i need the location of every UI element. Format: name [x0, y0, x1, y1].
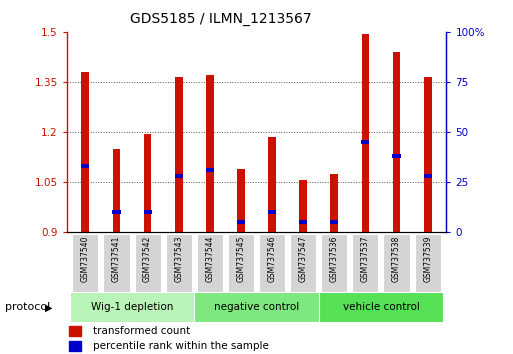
- FancyBboxPatch shape: [352, 234, 379, 292]
- FancyBboxPatch shape: [228, 234, 254, 292]
- Text: GSM737538: GSM737538: [392, 235, 401, 282]
- Bar: [424, 174, 432, 178]
- FancyBboxPatch shape: [134, 234, 161, 292]
- FancyBboxPatch shape: [197, 234, 223, 292]
- Text: Wig-1 depletion: Wig-1 depletion: [91, 302, 173, 312]
- Text: GSM737536: GSM737536: [330, 235, 339, 282]
- Bar: [144, 210, 152, 214]
- Text: GDS5185 / ILMN_1213567: GDS5185 / ILMN_1213567: [130, 12, 311, 27]
- FancyBboxPatch shape: [319, 292, 443, 322]
- Bar: [175, 77, 183, 232]
- FancyBboxPatch shape: [72, 234, 98, 292]
- FancyBboxPatch shape: [415, 234, 441, 292]
- Text: percentile rank within the sample: percentile rank within the sample: [93, 341, 269, 351]
- Text: GSM737546: GSM737546: [268, 235, 277, 282]
- FancyBboxPatch shape: [259, 234, 285, 292]
- Bar: [69, 326, 81, 336]
- Bar: [299, 220, 307, 224]
- Text: transformed count: transformed count: [93, 326, 190, 336]
- Text: GSM737542: GSM737542: [143, 235, 152, 282]
- Bar: [81, 164, 89, 168]
- Bar: [112, 210, 121, 214]
- Text: GSM737544: GSM737544: [205, 235, 214, 282]
- Bar: [268, 210, 276, 214]
- Bar: [361, 140, 369, 144]
- Bar: [174, 174, 183, 178]
- FancyBboxPatch shape: [321, 234, 347, 292]
- Bar: [268, 137, 276, 232]
- Text: GSM737540: GSM737540: [81, 235, 90, 282]
- Bar: [424, 77, 431, 232]
- Text: GSM737541: GSM737541: [112, 235, 121, 282]
- FancyBboxPatch shape: [194, 292, 319, 322]
- Text: GSM737547: GSM737547: [299, 235, 308, 282]
- FancyBboxPatch shape: [290, 234, 316, 292]
- FancyBboxPatch shape: [104, 234, 130, 292]
- Bar: [144, 133, 151, 232]
- Bar: [206, 75, 214, 232]
- FancyBboxPatch shape: [166, 234, 192, 292]
- Text: ▶: ▶: [45, 302, 52, 312]
- FancyBboxPatch shape: [383, 234, 409, 292]
- Bar: [392, 52, 401, 232]
- Bar: [330, 220, 339, 224]
- Bar: [112, 149, 121, 232]
- Bar: [299, 180, 307, 232]
- Bar: [69, 341, 81, 351]
- FancyBboxPatch shape: [70, 292, 194, 322]
- Text: negative control: negative control: [214, 302, 299, 312]
- Text: vehicle control: vehicle control: [343, 302, 420, 312]
- Text: protocol: protocol: [5, 302, 50, 312]
- Bar: [330, 173, 338, 232]
- Bar: [206, 168, 214, 172]
- Bar: [237, 169, 245, 232]
- Text: GSM737545: GSM737545: [236, 235, 245, 282]
- Bar: [392, 154, 401, 158]
- Bar: [362, 34, 369, 232]
- Bar: [237, 220, 245, 224]
- Text: GSM737539: GSM737539: [423, 235, 432, 282]
- Bar: [82, 72, 89, 232]
- Text: GSM737537: GSM737537: [361, 235, 370, 282]
- Text: GSM737543: GSM737543: [174, 235, 183, 282]
